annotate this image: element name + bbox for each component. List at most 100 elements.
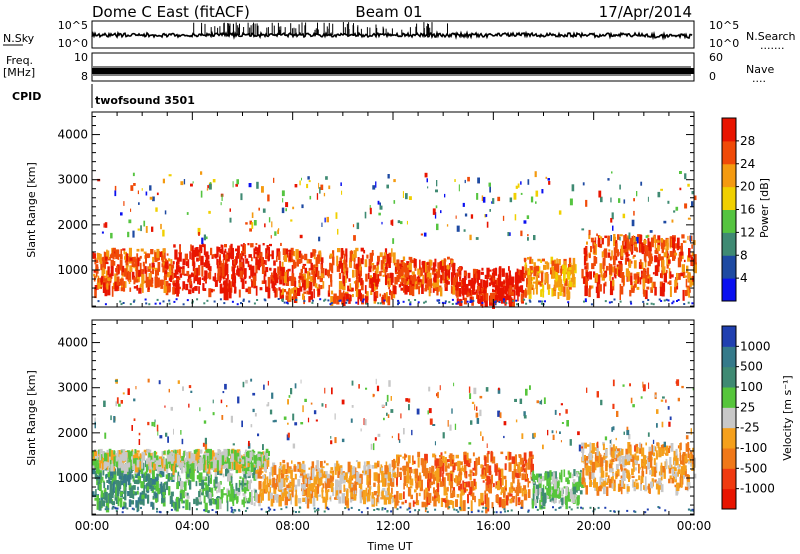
echo-cell (260, 253, 263, 260)
echo-cell (284, 493, 288, 498)
echo-cell (259, 476, 263, 479)
echo-cell (149, 196, 153, 200)
echo-cell (268, 287, 271, 292)
echo-cell (392, 238, 395, 244)
echo-cell (133, 299, 136, 302)
echo-cell (643, 240, 647, 244)
echo-cell (486, 221, 489, 228)
echo-cell (392, 273, 394, 283)
echo-cell (267, 276, 271, 288)
colorbar-tick-label: 28 (740, 134, 755, 148)
echo-cell (248, 451, 252, 461)
echo-cell (518, 501, 522, 505)
echo-cell (287, 491, 291, 499)
echo-cell (601, 251, 604, 258)
echo-cell (296, 256, 299, 267)
echo-cell (550, 489, 553, 495)
echo-cell (244, 501, 247, 504)
echo-cell (663, 272, 667, 283)
echo-cell (563, 496, 567, 504)
echo-cell (142, 498, 145, 506)
echo-cell (225, 463, 229, 469)
echo-cell (329, 497, 331, 500)
echo-cell (177, 477, 182, 487)
echo-cell (268, 217, 271, 223)
echo-cell (527, 237, 529, 241)
echo-cell (508, 462, 512, 472)
echo-cell (242, 264, 245, 275)
echo-cell (470, 500, 473, 511)
echo-cell (396, 477, 398, 486)
echo-cell (428, 488, 430, 492)
echo-cell (563, 269, 566, 281)
echo-cell (369, 474, 371, 486)
echo-cell (521, 473, 525, 481)
echo-cell (612, 225, 614, 231)
echo-cell (443, 258, 446, 269)
echo-cell (446, 459, 451, 463)
echo-cell (231, 277, 234, 287)
echo-cell (232, 454, 236, 462)
echo-cell (421, 261, 424, 266)
echo-cell (489, 209, 491, 212)
echo-cell (343, 290, 345, 300)
echo-cell (625, 252, 629, 258)
echo-cell (185, 283, 189, 291)
echo-cell (628, 232, 631, 240)
echo-cell (358, 258, 361, 266)
echo-cell (441, 460, 445, 472)
echo-cell (301, 484, 305, 489)
echo-cell (345, 270, 349, 279)
colorbar-segment (722, 163, 736, 188)
echo-cell (368, 266, 372, 273)
echo-cell (633, 237, 637, 246)
echo-cell (140, 269, 143, 277)
echo-cell (350, 250, 353, 260)
echo-cell (542, 284, 545, 293)
echo-cell (113, 491, 117, 493)
echo-cell (341, 262, 344, 274)
echo-cell (469, 279, 472, 284)
echo-cell (407, 299, 410, 302)
echo-cell (482, 196, 486, 203)
echo-cell (666, 238, 669, 248)
echo-cell (511, 291, 514, 296)
echo-cell (539, 300, 542, 303)
echo-cell (560, 279, 563, 285)
echo-cell (304, 253, 308, 261)
echo-cell (331, 290, 334, 295)
echo-cell (658, 298, 661, 301)
echo-cell (309, 195, 312, 200)
echo-cell (433, 487, 435, 494)
echo-cell (313, 264, 316, 269)
echo-cell (155, 495, 158, 502)
echo-cell (294, 495, 298, 507)
echo-cell (339, 465, 343, 468)
echo-cell (277, 266, 281, 273)
echo-cell (244, 486, 247, 494)
echo-cell (180, 493, 183, 499)
echo-cell (122, 248, 126, 251)
echo-cell (368, 486, 371, 496)
echo-cell (379, 302, 382, 305)
echo-cell (239, 270, 243, 279)
echo-cell (290, 247, 294, 255)
echo-cell (348, 278, 351, 282)
echo-cell (386, 184, 389, 189)
echo-cell (273, 270, 276, 280)
echo-cell (371, 262, 375, 266)
echo-cell (505, 480, 507, 488)
echo-cell (149, 455, 153, 462)
echo-cell (414, 266, 417, 271)
echo-cell (333, 293, 337, 300)
echo-cell (353, 485, 357, 496)
echo-cell (595, 273, 598, 283)
echo-cell (687, 183, 690, 187)
echo-cell (219, 256, 221, 266)
echo-cell (323, 299, 326, 302)
echo-cell (151, 476, 156, 485)
echo-cell (450, 481, 454, 489)
echo-cell (248, 183, 252, 188)
echo-cell (120, 480, 124, 485)
echo-cell (327, 290, 331, 297)
